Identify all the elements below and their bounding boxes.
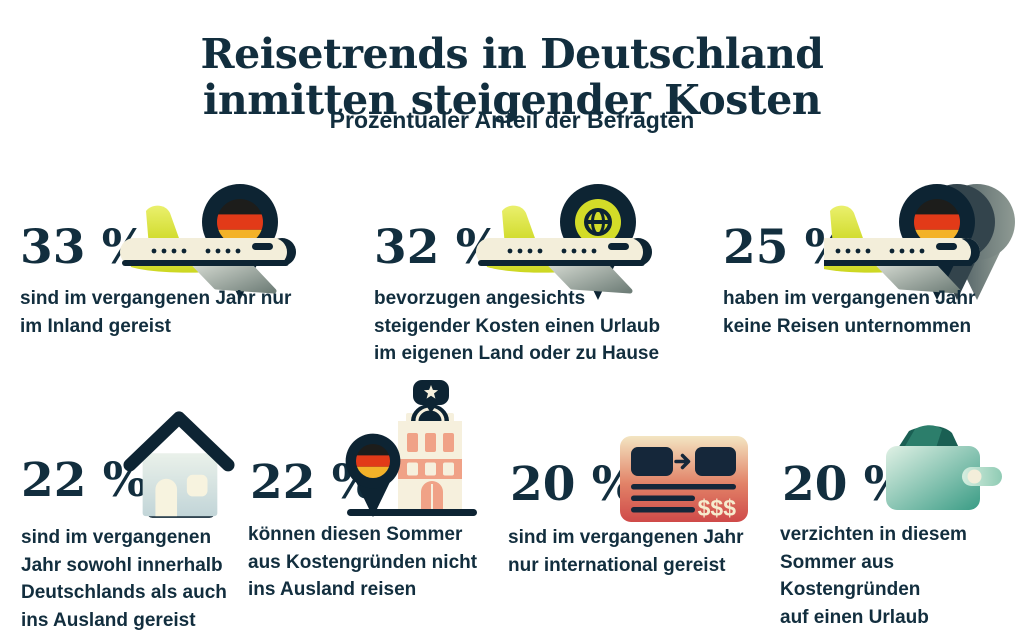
destination-box-icon [695, 447, 736, 476]
stat-description: sind im vergangenen Jahr nur internation… [508, 527, 744, 576]
house-icon [122, 404, 236, 524]
hotel-germany-pin-icon [344, 377, 480, 523]
stat-description: können diesen Sommer aus Kostengründen n… [248, 524, 478, 600]
dollar-signs: $$$ [698, 495, 737, 521]
stat-description: haben im vergangenen Jahr keine Reisen u… [723, 288, 976, 337]
window-icon [186, 474, 208, 497]
stat-description: sind im vergangenen Jahr sowohl innerhal… [21, 527, 227, 630]
stat-description: sind im vergangenen Jahr nur im Inland g… [20, 288, 292, 337]
title-line-2: inmitten steigender Kosten [202, 76, 822, 125]
dome-icon [411, 404, 449, 421]
wallet-icon [878, 422, 1016, 520]
page-subtitle: Prozentualer Anteil der Befragten [329, 107, 695, 133]
roof-icon [123, 411, 235, 472]
star-icon [423, 385, 439, 399]
arrow-right-icon [674, 453, 691, 470]
door-icon [155, 478, 178, 517]
stat-description: bevorzugen angesichts steigender Kosten … [374, 288, 661, 364]
german-flag-icon [356, 444, 390, 478]
page-title: Reisetrends in Deutschland inmitten stei… [0, 31, 1024, 123]
stat-description: verzichten in diesem Sommer aus Kostengr… [780, 524, 967, 628]
wallet-button-icon [967, 469, 982, 484]
travel-ticket-icon: $$$ [618, 432, 750, 526]
title-line-1: Reisetrends in Deutschland [200, 30, 824, 79]
stat-percentage: 20 % [510, 457, 637, 512]
origin-box-icon [631, 447, 673, 476]
